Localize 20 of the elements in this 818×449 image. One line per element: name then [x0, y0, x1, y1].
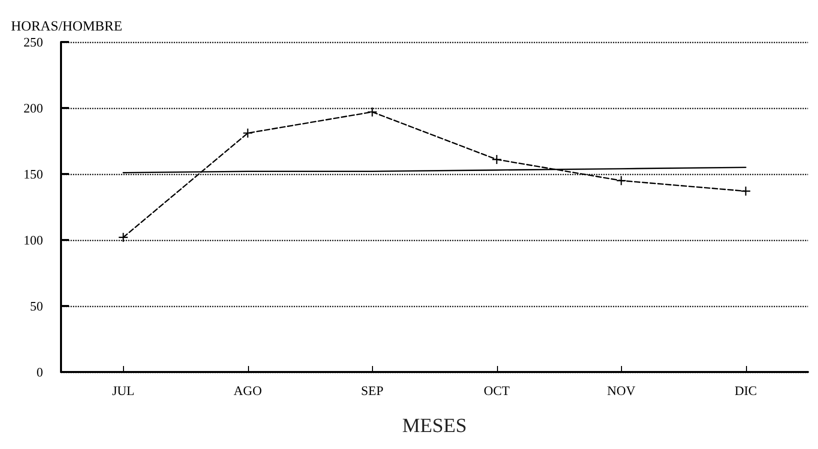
x-tick-label: DIC	[734, 383, 757, 398]
y-tick-label: 200	[24, 100, 43, 116]
y-tick-label: 50	[30, 298, 43, 314]
point	[616, 176, 626, 186]
x-tick-label: SEP	[361, 383, 384, 398]
point	[367, 106, 378, 118]
point	[242, 128, 253, 138]
y-axis-title: HORAS/HOMBRE	[11, 20, 122, 34]
y-tick-label: 250	[24, 34, 43, 50]
y-tick-label: 0	[36, 364, 43, 380]
point	[740, 186, 751, 196]
x-tick-label: OCT	[484, 383, 510, 398]
x-axis-title: MESES	[402, 415, 467, 437]
x-tick-label: JUL	[112, 383, 134, 398]
point	[492, 154, 502, 165]
point	[118, 232, 128, 242]
x-tick-label: AGO	[234, 383, 262, 398]
x-tick-label: NOV	[607, 383, 636, 398]
y-tick-label: 100	[24, 232, 43, 248]
y-tick-label: 150	[24, 166, 43, 182]
